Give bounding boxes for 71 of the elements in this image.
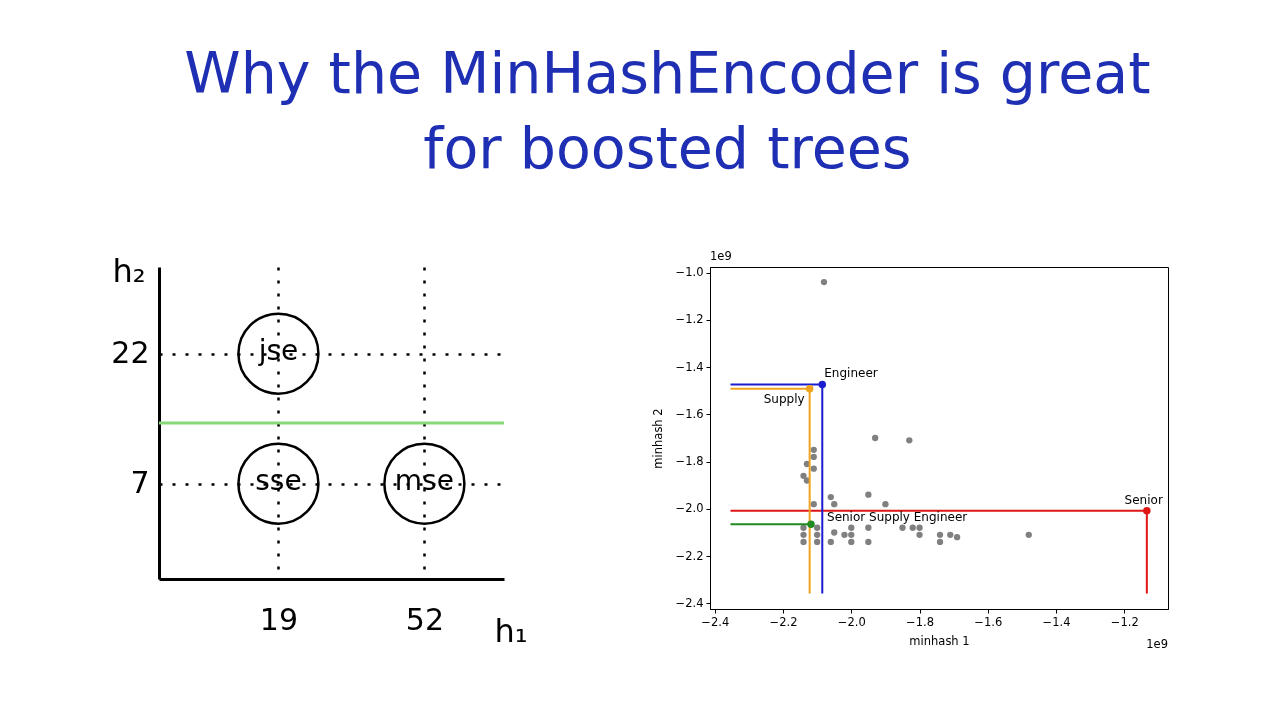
point <box>831 500 838 508</box>
point <box>865 538 872 546</box>
x-tick-label: −2.4 <box>701 614 730 629</box>
point <box>1025 531 1032 538</box>
x-tick-label: −1.8 <box>906 614 935 629</box>
point <box>916 531 923 538</box>
text: 1e9 <box>710 249 732 263</box>
y-tick-label: −2.0 <box>675 501 704 516</box>
annotation: Senior Supply Engineer <box>827 510 968 525</box>
point <box>865 524 872 531</box>
point <box>848 538 855 546</box>
point <box>818 380 827 389</box>
x-tick-label: 19 <box>259 601 299 637</box>
y-tick-label: 22 <box>111 335 150 371</box>
y-tick-label: −1.6 <box>675 406 704 421</box>
point <box>800 472 807 479</box>
y-tick-label: 7 <box>130 465 150 501</box>
text: 1e9 <box>1146 637 1168 651</box>
point <box>936 538 944 546</box>
point <box>805 384 814 393</box>
annotation: Engineer <box>824 366 878 381</box>
point <box>800 531 807 538</box>
y-tick-label: −1.0 <box>675 265 704 280</box>
point <box>909 524 916 531</box>
point <box>807 520 815 528</box>
x-tick-label: −2.0 <box>837 614 866 629</box>
point <box>810 453 817 461</box>
point <box>872 434 879 442</box>
point <box>827 538 834 546</box>
point <box>814 531 821 538</box>
y-tick-label: −1.2 <box>675 312 704 327</box>
point <box>899 524 906 531</box>
x-tick-label: −1.6 <box>974 614 1003 629</box>
point <box>953 534 961 541</box>
point <box>1143 507 1151 515</box>
point <box>820 278 828 286</box>
x-axis-title: h₁ <box>494 611 528 650</box>
annotation: sse <box>255 463 302 497</box>
point <box>936 531 944 538</box>
point <box>831 529 838 536</box>
point <box>865 491 872 498</box>
y-axis-title: h₂ <box>112 251 146 290</box>
point <box>848 531 855 538</box>
x-axis-title: minhash 1 <box>909 634 970 648</box>
x-tick-label: −1.4 <box>1042 614 1071 629</box>
point <box>848 524 855 531</box>
point <box>814 538 821 546</box>
point <box>906 437 913 444</box>
point <box>827 493 834 501</box>
annotation: jse <box>257 333 299 367</box>
y-tick-label: −1.8 <box>675 454 704 469</box>
y-axis-title: minhash 2 <box>650 408 665 469</box>
annotation: Supply <box>763 391 805 406</box>
x-tick-label: −2.2 <box>769 614 798 629</box>
point <box>800 538 807 546</box>
text: Why the MinHashEncoder is great for boosted trees <box>184 39 1151 181</box>
x-tick-label: −1.2 <box>1110 614 1139 629</box>
point <box>947 531 954 538</box>
annotation: mse <box>394 463 454 497</box>
y-tick-label: −2.2 <box>675 548 704 563</box>
point <box>882 500 889 508</box>
point <box>800 524 807 531</box>
point <box>810 500 817 508</box>
point <box>814 524 821 531</box>
point <box>916 524 923 531</box>
point <box>810 465 817 472</box>
point <box>810 446 817 453</box>
y-tick-label: −1.4 <box>675 359 704 374</box>
x-tick-label: 52 <box>405 601 444 637</box>
point <box>841 531 848 538</box>
annotation: Senior <box>1124 492 1163 507</box>
